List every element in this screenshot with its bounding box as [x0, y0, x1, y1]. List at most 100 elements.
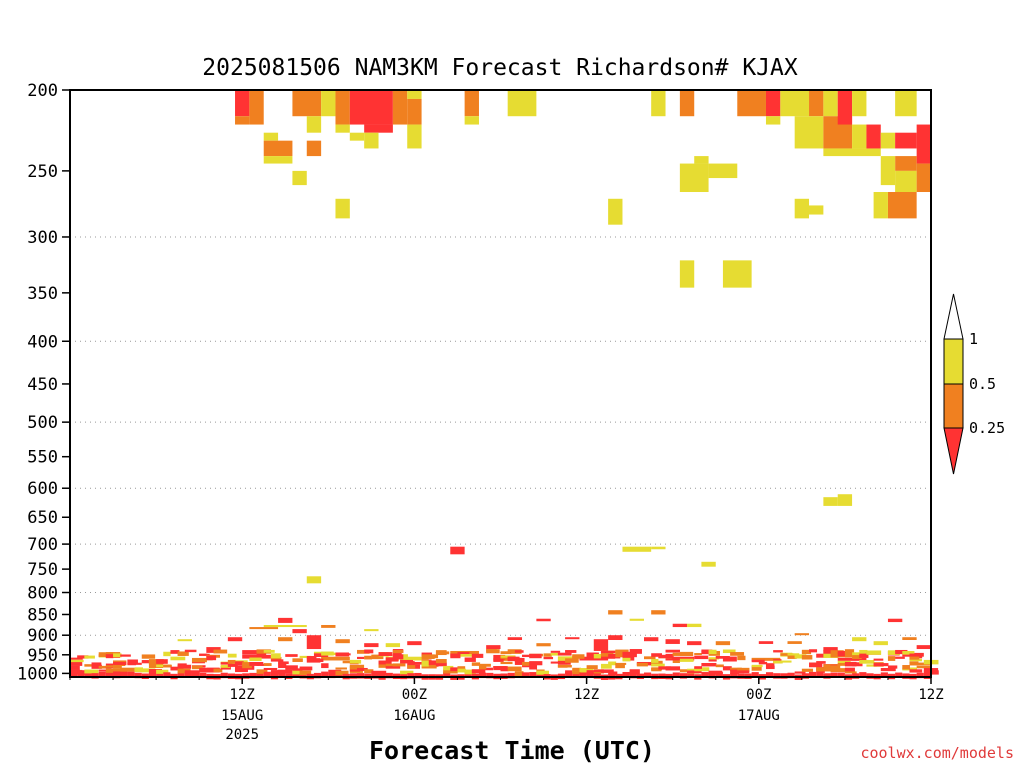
bl-strip — [256, 652, 267, 657]
bl-strip — [507, 656, 520, 662]
xtick-date-3: 17AUG — [738, 708, 780, 724]
bl-strip — [235, 661, 244, 666]
cell-108 — [242, 654, 271, 659]
bl-strip — [278, 661, 289, 665]
sfc-strip — [522, 672, 530, 678]
bl-strip — [105, 665, 114, 668]
sfc-strip — [478, 672, 487, 679]
bl-strip — [694, 666, 703, 669]
bl-strip — [715, 656, 730, 659]
bl-strip — [902, 651, 915, 655]
cell-105 — [902, 637, 917, 641]
bl-strip — [313, 651, 322, 655]
cell-85 — [364, 643, 379, 648]
bl-strip — [830, 652, 840, 658]
cell-50 — [895, 156, 917, 171]
bl-strip — [98, 654, 114, 657]
bl-strip — [156, 664, 167, 668]
bl-strip — [414, 661, 429, 665]
bl-strip — [156, 659, 168, 664]
bl-strip — [895, 649, 908, 655]
bl-strip — [615, 663, 625, 669]
bl-strip — [486, 649, 500, 654]
bl-strip — [715, 664, 724, 668]
cell-57 — [809, 205, 824, 215]
bl-strip — [651, 663, 665, 667]
bl-strip — [357, 656, 365, 659]
ytick-label-450: 450 — [27, 375, 58, 395]
bl-strip — [349, 659, 362, 664]
bl-strip — [844, 649, 855, 654]
bl-strip — [184, 649, 197, 653]
cell-66 — [263, 624, 307, 628]
cell-21 — [335, 198, 350, 219]
cell-96 — [644, 637, 659, 642]
sfc-strip — [70, 671, 78, 678]
bl-strip — [364, 655, 372, 660]
sfc-strip — [263, 671, 271, 678]
bl-strip — [586, 665, 598, 670]
bl-strip — [751, 664, 763, 668]
bl-strip — [177, 664, 192, 669]
bl-strip — [593, 653, 608, 659]
cell-5 — [263, 156, 293, 164]
ytick-label-1000: 1000 — [17, 664, 58, 684]
bl-strip — [84, 664, 96, 667]
bl-strip — [557, 660, 571, 665]
cell-54 — [887, 192, 917, 219]
cell-52 — [895, 170, 917, 193]
cell-58 — [837, 494, 853, 506]
bl-strip — [328, 669, 342, 675]
sfc-strip — [837, 672, 845, 678]
bl-strip — [694, 655, 709, 660]
bl-strip — [84, 669, 99, 674]
cell-113 — [665, 656, 695, 661]
sfc-strip — [299, 673, 307, 679]
sfc-strip — [134, 672, 142, 679]
bl-strip — [557, 652, 572, 656]
bl-strip — [909, 653, 921, 657]
bl-strip — [385, 657, 399, 662]
sfc-strip — [859, 672, 867, 678]
bl-strip — [478, 664, 487, 670]
bl-strip — [600, 663, 612, 669]
xtick-label-1: 00Z — [402, 687, 427, 703]
cell-47 — [895, 90, 917, 117]
sfc-strip — [91, 673, 99, 679]
cell-91 — [507, 637, 523, 641]
bl-strip — [794, 654, 807, 658]
bl-strip — [629, 649, 642, 654]
bl-strip — [357, 667, 368, 671]
bl-strip — [550, 661, 562, 664]
sfc-strip — [256, 672, 264, 679]
ytick-label-750: 750 — [27, 560, 58, 580]
bl-strip — [514, 671, 524, 677]
cell-45 — [866, 124, 881, 149]
bl-strip — [529, 653, 542, 659]
bl-strip — [70, 661, 83, 666]
cell-71 — [536, 618, 551, 622]
cell-86 — [385, 643, 401, 648]
bl-strip — [751, 659, 765, 663]
bl-strip — [464, 669, 476, 675]
cell-23 — [464, 116, 479, 125]
bl-strip — [615, 652, 629, 658]
cell-27 — [679, 90, 695, 117]
bl-strip — [249, 657, 262, 662]
cell-76 — [687, 623, 702, 628]
bl-strip — [665, 649, 680, 653]
bl-strip — [572, 667, 582, 672]
bl-strip — [722, 666, 732, 671]
cell-4 — [263, 140, 293, 157]
bl-strip — [263, 649, 275, 653]
bl-strip — [522, 664, 535, 668]
bl-strip — [887, 656, 896, 661]
bl-strip — [70, 657, 83, 660]
bl-strip — [672, 653, 685, 656]
cell-62 — [450, 546, 465, 555]
cell-53 — [916, 163, 931, 193]
sfc-strip — [385, 672, 393, 679]
bl-strip — [801, 668, 814, 672]
bl-strip — [313, 653, 329, 658]
cell-77 — [794, 633, 810, 636]
